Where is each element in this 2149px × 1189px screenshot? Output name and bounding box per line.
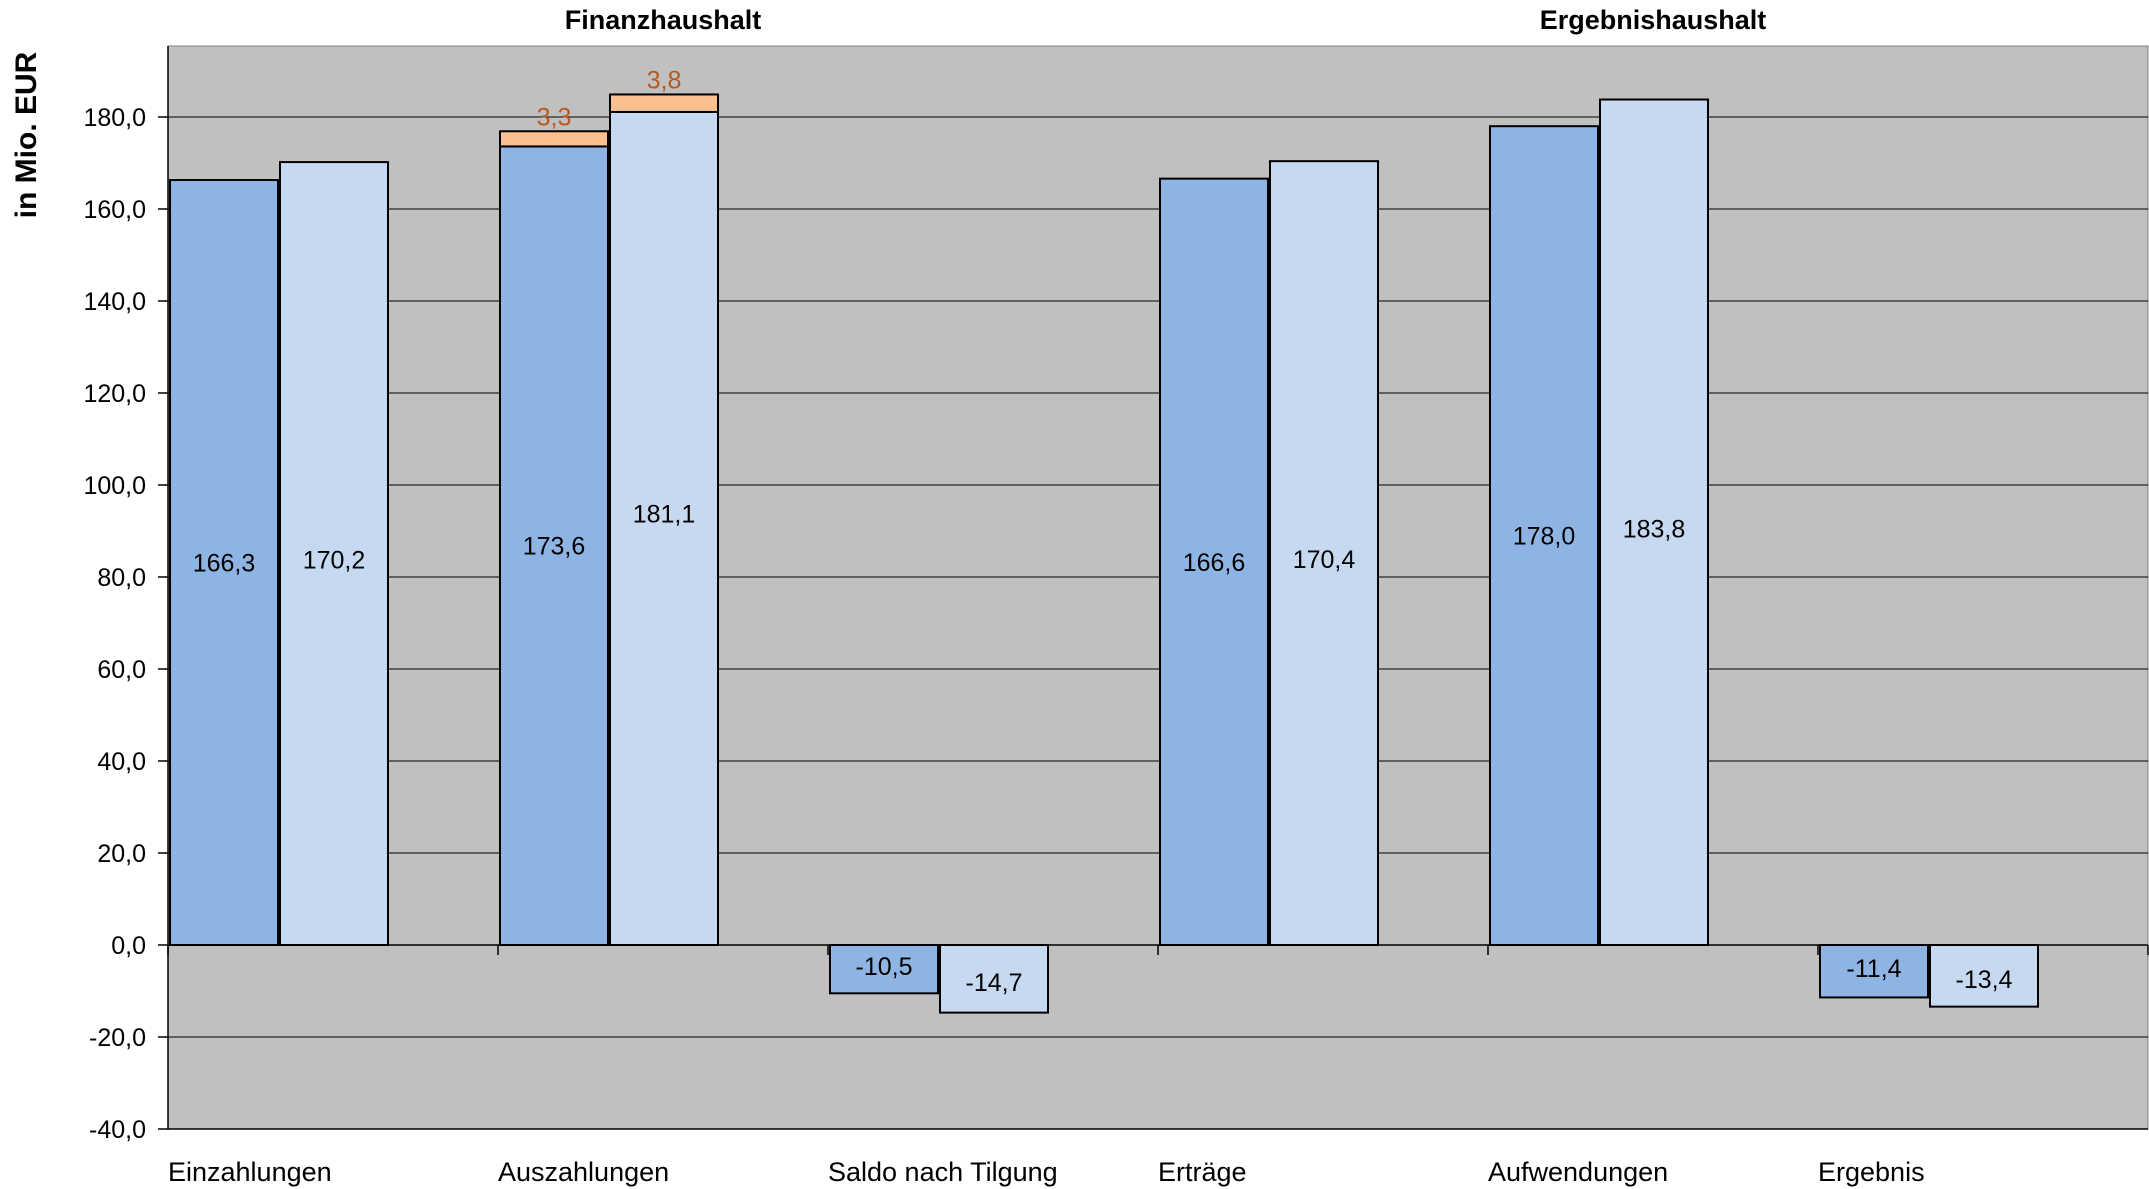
y-tick-label: 40,0 [97,748,146,776]
group-title: Finanzhaushalt [565,5,762,35]
bar [1489,125,1599,946]
y-tick-label: 60,0 [97,656,146,684]
y-tick-label: -40,0 [89,1116,146,1144]
y-tick-label: 20,0 [97,840,146,868]
category-label: Einzahlungen [168,1157,332,1187]
y-axis-title: in Mio. EUR [10,51,43,218]
data-label: 178,0 [1513,523,1576,551]
y-tick-label: 80,0 [97,564,146,592]
category-label: Auszahlungen [498,1157,669,1187]
bar-increment [499,130,609,148]
bar [169,179,279,946]
category-label: Saldo nach Tilgung [828,1157,1058,1187]
y-tick-label: 180,0 [83,104,146,132]
bar [1929,944,2039,1008]
y-tick-label: 100,0 [83,472,146,500]
y-tick-label: 0,0 [111,932,146,960]
bar [279,161,389,946]
data-label: -11,4 [1846,955,1901,983]
data-label: 170,4 [1293,546,1356,574]
data-label: 173,6 [523,533,586,561]
group-title: Ergebnishaushalt [1540,5,1767,35]
data-label: 170,2 [303,547,366,575]
y-tick-label: 120,0 [83,380,146,408]
category-label: Ergebnis [1818,1157,1925,1187]
data-label: -10,5 [856,953,913,981]
data-label: 183,8 [1623,515,1686,543]
data-label: -13,4 [1956,966,2013,994]
bar [1599,98,1709,946]
category-label: Erträge [1158,1157,1247,1187]
data-label: 166,6 [1183,549,1246,577]
bar [939,944,1049,1014]
data-label: 181,1 [633,500,696,528]
bar [1159,177,1269,946]
bar [829,944,939,995]
data-label: 166,3 [193,550,256,578]
bar-increment [609,93,719,113]
y-tick-label: -20,0 [89,1024,146,1052]
category-label: Aufwendungen [1488,1157,1668,1187]
y-tick-label: 140,0 [83,288,146,316]
bar [499,145,609,946]
bar [1269,160,1379,947]
bar [609,110,719,946]
y-tick-label: 160,0 [83,196,146,224]
increment-label: 3,3 [537,103,572,131]
increment-label: 3,8 [647,66,682,94]
data-label: -14,7 [966,969,1023,997]
